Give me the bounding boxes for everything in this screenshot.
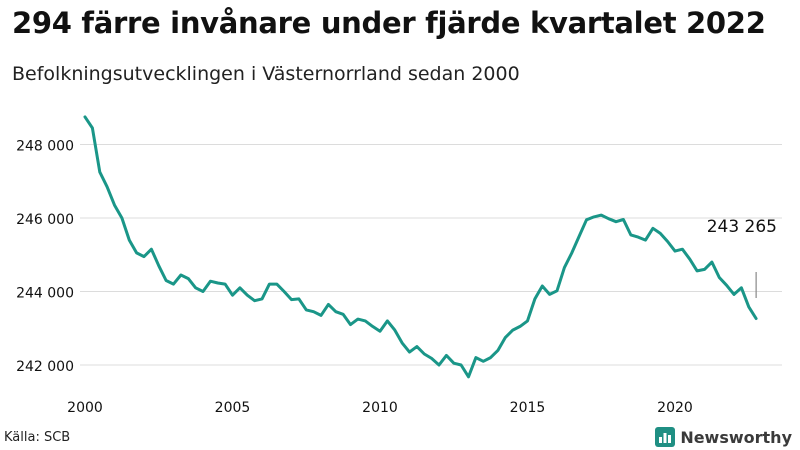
- x-tick-label-4: 2020: [657, 400, 693, 416]
- chart-subtitle: Befolkningsutvecklingen i Västernorrland…: [12, 63, 520, 85]
- y-tick-label-0: 242 000: [16, 359, 74, 375]
- y-tick-label-1: 244 000: [16, 286, 74, 302]
- x-tick-label-2: 2010: [362, 400, 398, 416]
- x-tick-label-3: 2015: [510, 400, 546, 416]
- annotation-label: 243 265: [707, 217, 777, 237]
- bar-chart-logo-icon: [655, 427, 676, 447]
- brand-name: Newsworthy: [680, 427, 792, 447]
- brand-logo: Newsworthy: [655, 427, 792, 447]
- y-tick-label-2: 246 000: [16, 212, 74, 228]
- chart-title: 294 färre invånare under fjärde kvartale…: [12, 6, 766, 40]
- x-tick-label-1: 2005: [215, 400, 251, 416]
- x-tick-label-0: 2000: [67, 400, 103, 416]
- series-line-0: [83, 115, 758, 379]
- source-label: Källa: SCB: [4, 430, 71, 445]
- y-tick-label-3: 248 000: [16, 139, 74, 155]
